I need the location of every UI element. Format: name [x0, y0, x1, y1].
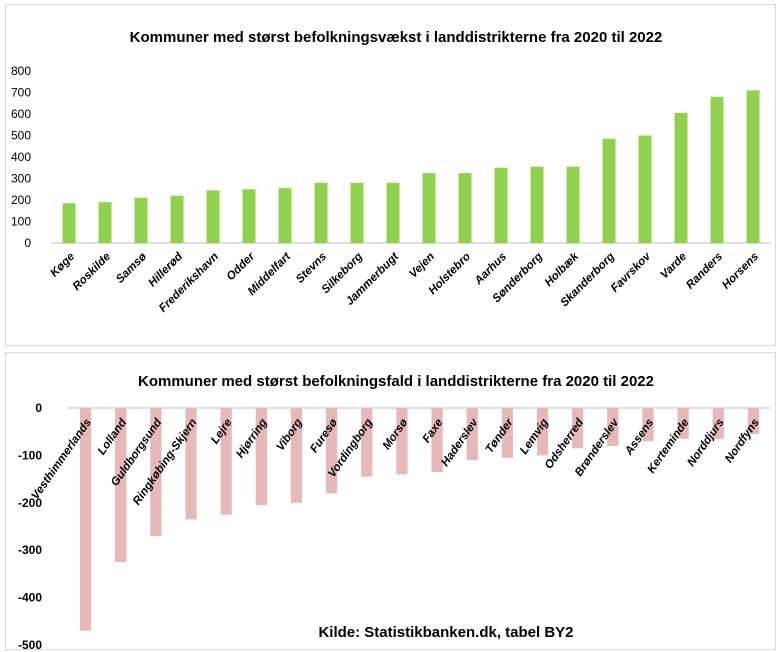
- y-tick-label: 200: [11, 193, 31, 207]
- y-tick-label: -200: [18, 496, 42, 510]
- bar: [607, 408, 619, 446]
- bar: [677, 408, 689, 439]
- bar: [326, 408, 338, 494]
- growth-chart-title: Kommuner med størst befolkningsvækst i l…: [130, 29, 663, 46]
- bar: [170, 195, 184, 243]
- x-tick-label: Roskilde: [71, 250, 114, 293]
- bar: [242, 189, 256, 243]
- decline-chart-title: Kommuner med størst befolkningsfald i la…: [138, 373, 654, 390]
- growth-chart: Kommuner med størst befolkningsvækst i l…: [11, 29, 771, 315]
- bar: [501, 408, 513, 458]
- x-tick-label: Favrskov: [609, 250, 654, 295]
- y-tick-label: 800: [11, 64, 31, 78]
- bar: [396, 408, 408, 475]
- bar: [710, 96, 724, 243]
- bar: [422, 173, 436, 243]
- bar: [206, 190, 220, 243]
- bar: [220, 408, 232, 515]
- y-tick-label: 400: [11, 150, 31, 164]
- bar: [638, 135, 652, 243]
- bar: [536, 408, 549, 456]
- y-tick-label: -100: [18, 448, 42, 462]
- bar: [134, 197, 148, 243]
- bar: [466, 408, 478, 461]
- y-tick-label: 500: [11, 129, 31, 143]
- x-tick-label: Samsø: [114, 251, 149, 286]
- bar: [566, 166, 580, 243]
- bar: [747, 408, 760, 435]
- growth-chart-panel: Kommuner med størst befolkningsvækst i l…: [5, 4, 776, 346]
- x-tick-label: Varde: [658, 250, 689, 281]
- bar: [431, 408, 443, 472]
- bar: [458, 173, 472, 243]
- y-tick-label: 600: [11, 107, 31, 121]
- y-tick-label: 100: [11, 215, 31, 229]
- x-tick-label: Stevns: [294, 251, 329, 286]
- x-tick-label: Køge: [48, 250, 77, 279]
- bar: [386, 182, 400, 243]
- bar: [255, 408, 267, 506]
- bar: [642, 408, 654, 442]
- bar: [572, 408, 584, 449]
- bar: [746, 90, 760, 243]
- x-tick-label: Norddjurs: [685, 417, 726, 469]
- decline-chart: Kommuner med størst befolkningsfald i la…: [18, 373, 771, 651]
- bar: [530, 166, 544, 243]
- bar: [314, 182, 328, 243]
- x-tick-label: Aarhus: [472, 251, 509, 288]
- bar: [290, 408, 303, 503]
- bar: [185, 408, 197, 520]
- bar: [79, 408, 92, 631]
- bar: [494, 167, 508, 243]
- bar: [278, 188, 292, 243]
- bar: [712, 408, 724, 439]
- y-tick-label: 700: [11, 86, 31, 100]
- bar: [62, 203, 76, 243]
- decline-chart-panel: Kommuner med størst befolkningsfald i la…: [5, 352, 776, 651]
- x-tick-label: Horsens: [720, 251, 761, 292]
- source-note: Kilde: Statistikbanken.dk, tabel BY2: [318, 624, 573, 641]
- y-tick-label: 300: [11, 172, 31, 186]
- bar: [361, 408, 373, 477]
- y-tick-label: -300: [18, 543, 42, 557]
- y-tick-label: -400: [18, 591, 42, 605]
- x-tick-label: Randers: [684, 251, 725, 292]
- x-tick-label: Odder: [225, 250, 258, 283]
- y-tick-label: 0: [24, 236, 31, 250]
- y-tick-label: -500: [18, 638, 42, 651]
- bar: [115, 408, 127, 563]
- x-tick-label: Vejen: [407, 251, 437, 281]
- x-tick-label: Nordfyns: [723, 417, 762, 465]
- bar: [350, 182, 364, 243]
- y-tick-label: 0: [35, 401, 42, 415]
- bar: [602, 138, 616, 243]
- bar: [674, 112, 688, 243]
- bar: [150, 408, 162, 536]
- bar: [98, 202, 112, 243]
